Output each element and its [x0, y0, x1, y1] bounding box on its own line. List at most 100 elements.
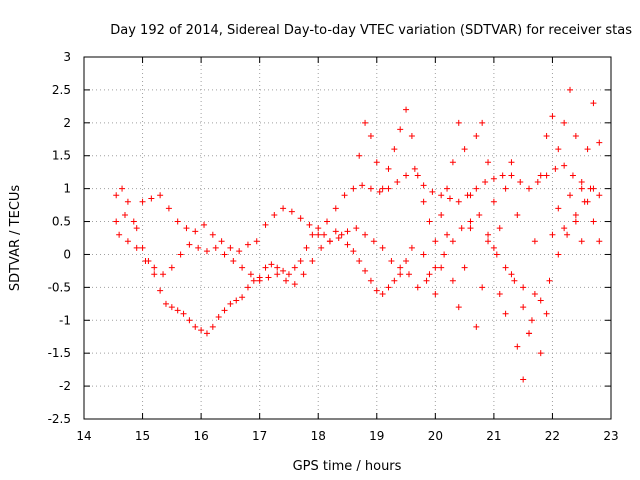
data-point	[218, 238, 225, 245]
data-point	[405, 271, 412, 278]
data-point	[177, 251, 184, 258]
data-point	[397, 126, 404, 133]
data-point	[247, 271, 254, 278]
data-point	[306, 221, 313, 228]
data-point	[564, 231, 571, 238]
data-point	[420, 182, 427, 189]
data-point	[192, 323, 199, 330]
data-point	[209, 231, 216, 238]
data-point	[385, 165, 392, 172]
data-point	[429, 188, 436, 195]
data-point	[438, 211, 445, 218]
y-tick-label: 2.5	[52, 83, 71, 97]
data-point	[362, 231, 369, 238]
data-point	[572, 211, 579, 218]
data-point	[367, 277, 374, 284]
data-point	[353, 225, 360, 232]
data-point	[590, 185, 597, 192]
x-tick-label: 16	[193, 429, 208, 443]
data-point	[555, 251, 562, 258]
data-point	[227, 244, 234, 251]
data-point	[584, 198, 591, 205]
data-point	[455, 198, 462, 205]
data-point	[356, 152, 363, 159]
data-point	[526, 185, 533, 192]
data-point	[291, 264, 298, 271]
data-point	[203, 330, 210, 337]
data-point	[514, 211, 521, 218]
y-tick-label: 2	[63, 116, 71, 130]
data-point	[274, 264, 281, 271]
data-point	[408, 244, 415, 251]
data-point	[508, 172, 515, 179]
x-tick-label: 21	[486, 429, 501, 443]
data-point	[403, 258, 410, 265]
data-point	[596, 192, 603, 199]
data-points-layer	[113, 86, 603, 383]
data-point	[373, 287, 380, 294]
data-point	[449, 277, 456, 284]
data-point	[426, 271, 433, 278]
data-point	[168, 304, 175, 311]
chart-title: Day 192 of 2014, Sidereal Day-to-day VTE…	[110, 23, 632, 38]
x-tick-label: 23	[603, 429, 618, 443]
data-point	[590, 100, 597, 107]
data-point	[180, 310, 187, 317]
y-tick-label: 0.5	[52, 215, 71, 229]
data-point	[151, 264, 158, 271]
data-point	[332, 205, 339, 212]
data-point	[162, 300, 169, 307]
data-point	[121, 211, 128, 218]
data-point	[567, 192, 574, 199]
y-tick-label: 0	[63, 247, 71, 261]
data-point	[239, 264, 246, 271]
data-point	[356, 258, 363, 265]
data-point	[212, 244, 219, 251]
data-point	[502, 310, 509, 317]
data-point	[584, 146, 591, 153]
data-point	[133, 244, 140, 251]
data-point	[397, 264, 404, 271]
data-point	[502, 264, 509, 271]
data-point	[531, 238, 538, 245]
data-point	[537, 172, 544, 179]
data-point	[534, 179, 541, 186]
data-point	[508, 271, 515, 278]
data-point	[479, 119, 486, 126]
data-point	[283, 277, 290, 284]
data-point	[485, 231, 492, 238]
data-point	[203, 248, 210, 255]
data-point	[113, 192, 120, 199]
data-point	[496, 225, 503, 232]
data-point	[414, 284, 421, 291]
data-point	[379, 290, 386, 297]
data-point	[502, 185, 509, 192]
data-point	[391, 277, 398, 284]
data-point	[441, 251, 448, 258]
data-point	[596, 238, 603, 245]
data-point	[555, 205, 562, 212]
data-point	[350, 185, 357, 192]
data-point	[297, 258, 304, 265]
data-point	[250, 277, 257, 284]
data-point	[309, 231, 316, 238]
x-tick-label: 14	[76, 429, 91, 443]
data-point	[511, 277, 518, 284]
data-point	[157, 287, 164, 294]
data-point	[531, 290, 538, 297]
data-point	[160, 271, 167, 278]
data-point	[561, 162, 568, 169]
y-axis-label: SDTVAR / TECUs	[8, 185, 23, 292]
data-point	[116, 231, 123, 238]
data-point	[332, 228, 339, 235]
data-point	[493, 251, 500, 258]
data-point	[388, 258, 395, 265]
series-track-b	[113, 162, 603, 255]
x-axis-label: GPS time / hours	[293, 459, 402, 474]
data-point	[537, 297, 544, 304]
data-point	[274, 271, 281, 278]
data-point	[526, 330, 533, 337]
data-point	[578, 185, 585, 192]
y-tick-label: -2	[59, 379, 71, 393]
data-point	[403, 106, 410, 113]
